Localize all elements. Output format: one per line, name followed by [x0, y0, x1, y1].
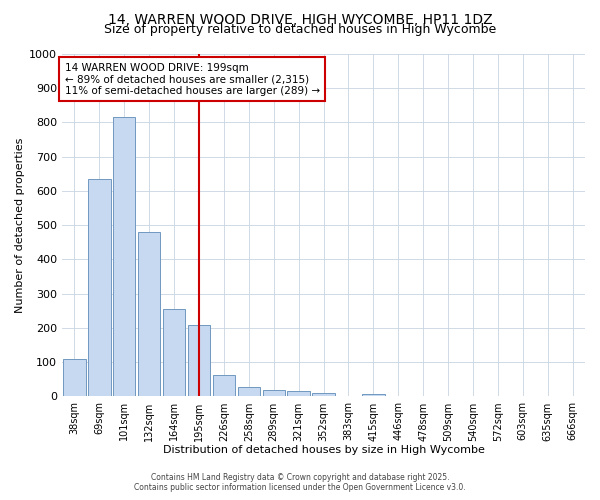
Bar — [88, 179, 110, 396]
Bar — [212, 375, 235, 396]
Text: 14, WARREN WOOD DRIVE, HIGH WYCOMBE, HP11 1DZ: 14, WARREN WOOD DRIVE, HIGH WYCOMBE, HP1… — [107, 12, 493, 26]
Bar — [163, 309, 185, 396]
Bar — [113, 118, 136, 396]
Y-axis label: Number of detached properties: Number of detached properties — [15, 138, 25, 313]
Bar — [138, 232, 160, 396]
Bar — [238, 387, 260, 396]
Bar — [313, 394, 335, 396]
X-axis label: Distribution of detached houses by size in High Wycombe: Distribution of detached houses by size … — [163, 445, 484, 455]
Text: 14 WARREN WOOD DRIVE: 199sqm
← 89% of detached houses are smaller (2,315)
11% of: 14 WARREN WOOD DRIVE: 199sqm ← 89% of de… — [65, 62, 320, 96]
Bar — [263, 390, 285, 396]
Text: Size of property relative to detached houses in High Wycombe: Size of property relative to detached ho… — [104, 22, 496, 36]
Text: Contains HM Land Registry data © Crown copyright and database right 2025.
Contai: Contains HM Land Registry data © Crown c… — [134, 473, 466, 492]
Bar — [188, 324, 210, 396]
Bar — [63, 359, 86, 397]
Bar — [362, 394, 385, 396]
Bar — [287, 392, 310, 396]
